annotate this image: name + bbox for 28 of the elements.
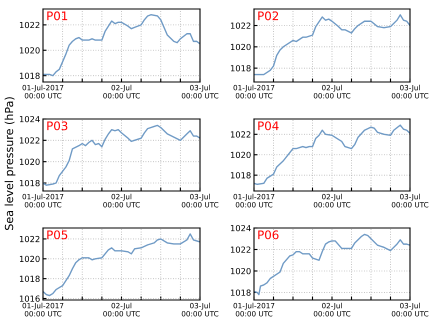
y-tick-label: 1022: [230, 22, 250, 29]
y-tick-label: 1020: [230, 152, 251, 158]
y-tick-label: 1020: [20, 158, 40, 165]
y-tick-label: 1018: [230, 65, 251, 72]
y-tick-label: 1020: [230, 268, 251, 274]
y-tick-label: 1018: [230, 289, 251, 296]
y-tick-label: 1022: [230, 131, 250, 138]
chart-title: P04: [258, 121, 279, 130]
y-tick-label: 1020: [230, 44, 251, 50]
y-tick-label: 1024: [230, 224, 251, 232]
y-tick-label: 1022: [20, 236, 40, 242]
y-tick-label: 1018: [20, 72, 40, 79]
y-tick-label: 1018: [20, 276, 40, 282]
chart-title: P05: [47, 230, 68, 240]
y-tick-label: 1024: [20, 116, 40, 122]
y-tick-label: 1022: [230, 246, 250, 253]
y-tick-label: 1018: [20, 180, 40, 186]
chart-title: P02: [258, 11, 278, 20]
y-tick-label: 1020: [20, 256, 40, 262]
chart-title: P01: [47, 11, 68, 20]
chart-title: P06: [258, 230, 279, 240]
y-tick-label: 1018: [230, 172, 251, 178]
y-tick-label: 1022: [20, 137, 40, 144]
y-tick-label: 1020: [20, 47, 40, 54]
y-tick-label: 1016: [20, 295, 40, 302]
y-tick-label: 1022: [20, 22, 40, 28]
chart-title: P03: [47, 121, 68, 130]
y-axis-title: Sea level pressure (hPa): [4, 97, 16, 230]
